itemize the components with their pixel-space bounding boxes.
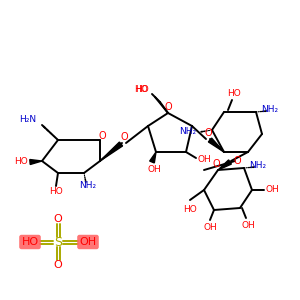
- Polygon shape: [100, 142, 123, 161]
- Text: O: O: [120, 132, 128, 142]
- Text: O: O: [98, 131, 106, 141]
- Text: NH₂: NH₂: [249, 161, 267, 170]
- Text: OH: OH: [80, 237, 97, 247]
- Text: H₂N: H₂N: [19, 115, 36, 124]
- Text: O: O: [233, 156, 241, 166]
- Text: O: O: [54, 214, 62, 224]
- Text: OH: OH: [197, 155, 211, 164]
- Text: HO: HO: [135, 85, 149, 94]
- Text: S: S: [54, 236, 62, 248]
- Text: O: O: [204, 128, 212, 138]
- Text: HO: HO: [21, 237, 39, 247]
- Text: NH₂: NH₂: [179, 128, 196, 136]
- Polygon shape: [218, 160, 231, 170]
- Text: O: O: [212, 159, 220, 169]
- Text: OH: OH: [241, 220, 255, 230]
- Text: OH: OH: [203, 223, 217, 232]
- Text: HO: HO: [49, 187, 63, 196]
- Text: NH₂: NH₂: [80, 181, 97, 190]
- Polygon shape: [30, 160, 42, 164]
- Polygon shape: [150, 152, 156, 163]
- Text: O: O: [164, 102, 172, 112]
- Text: HO: HO: [134, 85, 148, 94]
- Text: HO: HO: [227, 89, 241, 98]
- Text: OH: OH: [147, 164, 161, 173]
- Text: HO: HO: [183, 206, 197, 214]
- Polygon shape: [208, 138, 224, 152]
- Text: O: O: [54, 260, 62, 270]
- Text: HO: HO: [14, 157, 28, 166]
- Text: NH₂: NH₂: [261, 106, 279, 115]
- Text: OH: OH: [265, 185, 279, 194]
